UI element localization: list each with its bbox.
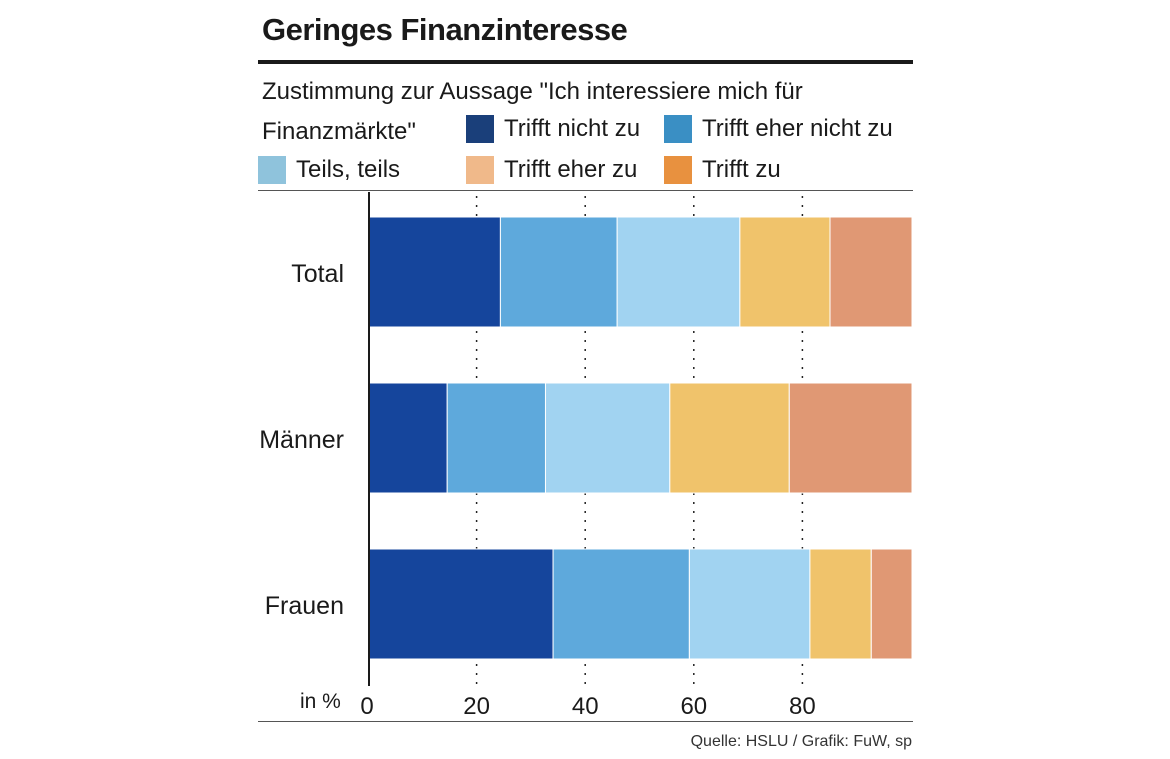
category-label: Total	[291, 260, 344, 288]
legend-swatch	[664, 156, 692, 184]
legend-swatch	[466, 156, 494, 184]
chart-top-rule	[258, 190, 913, 191]
bar-total-segment-3	[739, 216, 831, 328]
legend-swatch	[258, 156, 286, 184]
bar-männer-segment-1	[446, 382, 546, 494]
bar-männer-segment-4	[788, 382, 913, 494]
x-tick-label: 20	[463, 693, 490, 720]
legend-label: Trifft eher nicht zu	[702, 115, 893, 142]
legend-label: Teils, teils	[296, 156, 401, 183]
chart-title: Geringes Finanzinteresse	[262, 12, 628, 47]
legend-label: Trifft eher zu	[504, 156, 638, 183]
legend-item-trifft-nicht-zu: Trifft nicht zu	[466, 114, 640, 144]
legend-label: Trifft zu	[702, 156, 781, 183]
bar-total-segment-0	[368, 216, 501, 328]
bar-total-segment-4	[829, 216, 913, 328]
bar-frauen-segment-4	[870, 548, 913, 660]
legend-swatch	[664, 115, 692, 143]
legend-item-teils-teils: Teils, teils	[258, 155, 400, 185]
chart-subtitle: Zustimmung zur Aussage "Ich interessiere…	[262, 78, 803, 145]
source-note: Quelle: HSLU / Grafik: FuW, sp	[690, 733, 912, 750]
category-label: Männer	[259, 426, 344, 454]
x-axis-unit-label: in %	[300, 690, 341, 713]
category-label: Frauen	[265, 592, 344, 620]
legend-item-trifft-eher-zu: Trifft eher zu	[466, 155, 637, 185]
bar-männer-segment-0	[368, 382, 448, 494]
bar-frauen-segment-0	[368, 548, 554, 660]
chart-bottom-rule	[258, 721, 913, 722]
bar-total-segment-2	[616, 216, 741, 328]
x-tick-label: 60	[680, 693, 707, 720]
title-rule	[258, 60, 913, 64]
x-tick-label: 0	[360, 693, 373, 720]
bar-total-segment-1	[499, 216, 618, 328]
bar-frauen-segment-2	[688, 548, 811, 660]
legend-item-trifft-eher-nicht-zu: Trifft eher nicht zu	[664, 114, 893, 144]
legend-item-trifft-zu: Trifft zu	[664, 155, 781, 185]
bar-frauen-segment-1	[552, 548, 690, 660]
bar-männer-segment-3	[669, 382, 790, 494]
bar-männer-segment-2	[544, 382, 671, 494]
x-tick-label: 40	[572, 693, 599, 720]
x-tick-label: 80	[789, 693, 816, 720]
legend-label: Trifft nicht zu	[504, 115, 641, 142]
legend-swatch	[466, 115, 494, 143]
bar-frauen-segment-3	[809, 548, 872, 660]
